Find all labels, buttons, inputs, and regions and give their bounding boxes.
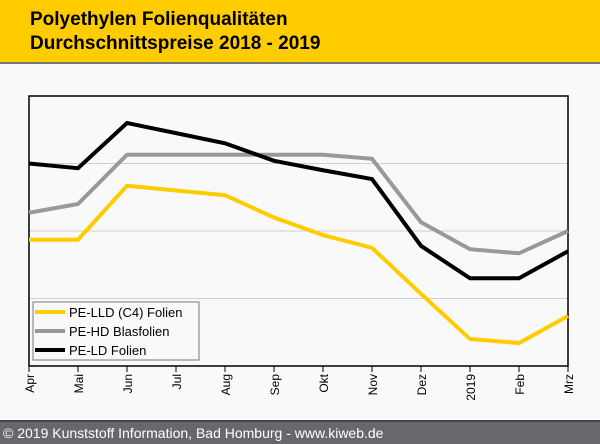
x-tick-label: Okt <box>317 373 331 392</box>
series-line <box>29 183 569 346</box>
x-tick-label: Nov <box>366 374 380 395</box>
legend-label: PE-LLD (C4) Folien <box>69 305 182 320</box>
series-line <box>28 120 569 281</box>
x-tick-label: Feb <box>513 374 527 395</box>
chart-title-line2: Durchschnittspreise 2018 - 2019 <box>30 33 321 54</box>
footer-bar: © 2019 Kunststoff Information, Bad Hombu… <box>0 420 600 444</box>
chart-title-line1: Polyethylen Folienqualitäten <box>30 9 288 30</box>
legend-label: PE-LD Folien <box>69 343 146 358</box>
x-tick-label: Mrz <box>562 374 576 394</box>
legend: PE-LLD (C4) Folien PE-HD Blasfolien PE-LD … <box>32 301 200 361</box>
x-axis-ticks: Apr Mai Jun Jul Aug Sep Okt Nov Dez 2019 Feb Mrz <box>23 366 576 401</box>
x-tick-label: Aug <box>219 374 233 395</box>
x-tick-label: Jun <box>121 374 135 393</box>
x-tick-label: Jul <box>170 374 184 389</box>
header-banner: Polyethylen Folienqualitäten Durchschnit… <box>0 0 600 64</box>
x-tick-label: Mai <box>72 374 86 393</box>
x-tick-label: Apr <box>23 374 37 393</box>
series-line <box>28 152 569 256</box>
x-tick-label: Sep <box>268 374 282 396</box>
x-tick-label: Dez <box>415 374 429 395</box>
series-lines <box>28 120 569 346</box>
line-chart: Apr Mai Jun Jul Aug Sep Okt Nov Dez 2019 Feb Mrz PE… <box>23 95 576 401</box>
legend-label: PE-HD Blasfolien <box>69 324 169 339</box>
copyright-text: © 2019 Kunststoff Information, Bad Hombu… <box>3 425 384 441</box>
x-tick-label: 2019 <box>464 374 478 401</box>
